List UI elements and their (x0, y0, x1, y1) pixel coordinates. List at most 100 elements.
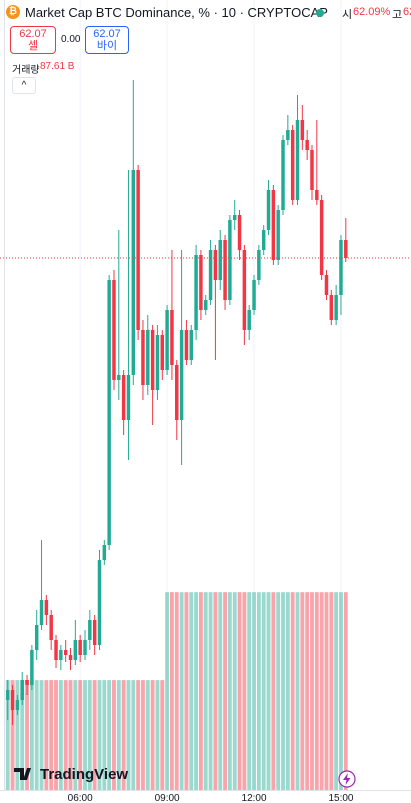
candle-body (286, 130, 290, 140)
candle-body (54, 640, 58, 660)
candle-body (25, 680, 29, 685)
volume-bar (102, 680, 107, 790)
volume-bar (49, 680, 54, 790)
volume-bar (329, 592, 334, 790)
status-dot (316, 9, 324, 17)
buy-label: 바이 (96, 40, 118, 52)
collapse-button[interactable]: ^ (12, 77, 36, 94)
x-tick-label: 12:00 (242, 793, 267, 803)
candle-body (247, 310, 251, 330)
candle-body (155, 335, 160, 390)
volume-bar (256, 592, 261, 790)
volume-bar (131, 680, 136, 790)
candle-body (179, 330, 184, 420)
volume-bar (276, 592, 281, 790)
volume-bar (116, 680, 121, 790)
candle-body (175, 365, 179, 420)
volume-bar (343, 592, 348, 790)
volume-value: 87.61 B (40, 61, 75, 72)
volume-bar (305, 592, 310, 790)
volume-bar (300, 592, 305, 790)
candle-body (34, 625, 39, 650)
volume-bar (324, 592, 329, 790)
volume-bar (160, 680, 165, 790)
volume-bar (44, 680, 49, 790)
volume-bar (112, 680, 116, 790)
candle-body (59, 650, 63, 660)
candle-body (257, 250, 261, 280)
candle-body (237, 215, 242, 250)
candle-body (261, 230, 266, 250)
volume-bar (290, 592, 295, 790)
volume-bar (145, 680, 150, 790)
lightning-button[interactable] (337, 769, 357, 789)
buy-button[interactable]: 62.07 바이 (85, 26, 129, 54)
sell-button[interactable]: 62.07 셀 (10, 26, 56, 54)
candle-body (107, 280, 111, 545)
candle-body (5, 690, 10, 700)
volume-bar (295, 592, 300, 790)
volume-bar (136, 680, 141, 790)
candle-body (20, 680, 24, 700)
candle-body (290, 130, 295, 200)
candle-body (189, 330, 193, 360)
volume-bar (194, 592, 199, 790)
volume-bar (237, 592, 242, 790)
candle-body (339, 240, 343, 295)
candle-body (281, 140, 285, 210)
candle-body (295, 120, 300, 200)
candle-body (88, 620, 92, 640)
x-tick-label: 15:00 (328, 793, 353, 803)
volume-bar (78, 680, 83, 790)
volume-bar (97, 680, 102, 790)
candle-body (10, 690, 15, 710)
volume-bar (310, 592, 314, 790)
candle-body (194, 255, 198, 330)
volume-bar (184, 592, 189, 790)
candle-body (276, 210, 280, 260)
volume-bar (271, 592, 276, 790)
candle-body (252, 280, 256, 310)
volume-bar (223, 592, 227, 790)
volume-bar (150, 680, 155, 790)
candle-body (266, 190, 271, 230)
volume-bar (179, 592, 184, 790)
candle-body (170, 310, 174, 365)
volume-bar (54, 680, 58, 790)
candle-body (334, 295, 338, 320)
candle-body (97, 560, 102, 645)
volume-bar (242, 592, 247, 790)
volume-bar (121, 680, 126, 790)
candle-body (44, 600, 49, 615)
volume-bar (141, 680, 145, 790)
volume-bar (232, 592, 237, 790)
candle-body (329, 295, 334, 320)
candle-body (300, 120, 305, 140)
high-value: 62 (403, 6, 411, 18)
volume-bar (25, 680, 29, 790)
volume-bar (39, 680, 44, 790)
symbol-title[interactable]: Market Cap BTC Dominance, % · 10 · CRYPT… (25, 5, 328, 20)
logo-text: TradingView (40, 766, 128, 783)
volume-bar (227, 592, 232, 790)
candle-body (126, 375, 131, 420)
candle-body (15, 700, 20, 710)
volume-bar (334, 592, 339, 790)
volume-bar (87, 680, 92, 790)
volume-bar (68, 680, 73, 790)
candle-body (121, 375, 126, 420)
candle-body (131, 170, 136, 375)
candle-body (83, 640, 87, 655)
candle-body (78, 640, 82, 655)
logo-icon (14, 768, 31, 780)
volume-bar (252, 592, 256, 790)
high-label: 고 (392, 9, 403, 21)
candle-body (92, 620, 97, 645)
volume-bar (314, 592, 319, 790)
volume-bar (155, 680, 160, 790)
candle-body (136, 170, 140, 330)
volume-bar (208, 592, 213, 790)
candle-body (218, 240, 222, 280)
candle-body (68, 655, 73, 660)
